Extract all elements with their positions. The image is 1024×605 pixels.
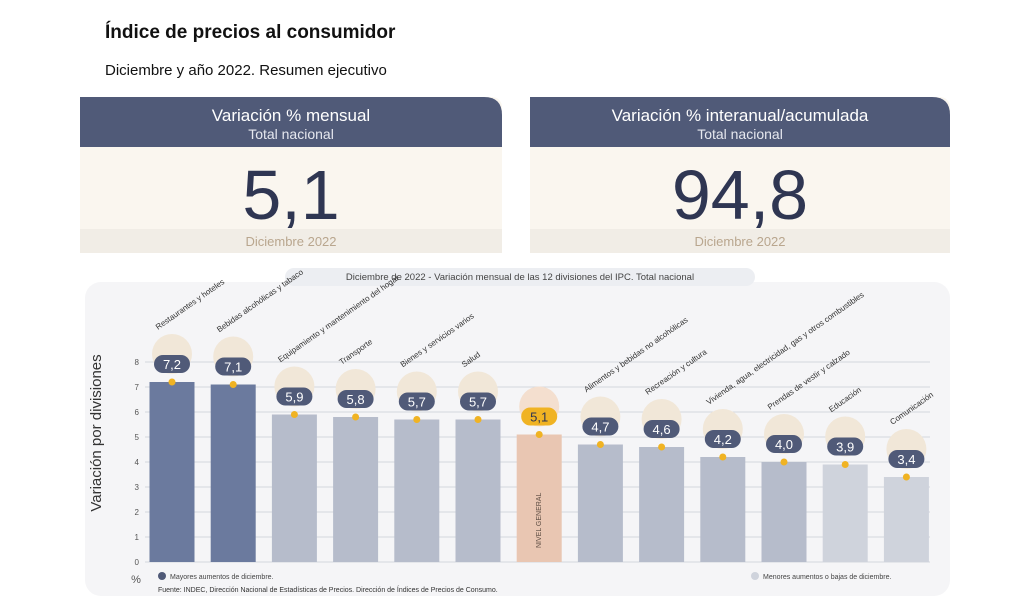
value-label: 7,2 xyxy=(163,357,181,372)
bar-top-dot xyxy=(841,461,849,468)
value-label: 4,7 xyxy=(591,420,609,435)
value-pill xyxy=(460,392,496,411)
y-tick-label: 0 xyxy=(135,558,140,567)
value-pill xyxy=(643,420,680,438)
value-pill xyxy=(398,392,435,411)
card-footer xyxy=(530,229,950,253)
value-label: 5,7 xyxy=(408,395,426,410)
card-header xyxy=(80,97,502,147)
source: Fuente: INDEC, Dirección Nacional de Est… xyxy=(158,585,498,594)
bar-top-dot xyxy=(902,473,910,481)
bar xyxy=(883,477,929,562)
value-pill xyxy=(766,435,802,453)
bar-top-dot xyxy=(535,431,543,438)
legend-label: Mayores aumentos de diciembre. xyxy=(170,574,274,581)
bar xyxy=(577,444,623,562)
bar xyxy=(271,414,317,562)
bar-top-dot xyxy=(780,458,788,466)
card-title: Variación % mensual xyxy=(212,106,370,125)
bar xyxy=(639,447,685,562)
card-title: Variación % interanual/acumulada xyxy=(612,106,869,125)
card-subtitle: Total nacional xyxy=(697,126,783,142)
y-tick-label: 6 xyxy=(135,408,140,417)
card-value: 5,1 xyxy=(242,156,339,234)
value-label: 3,9 xyxy=(836,440,854,455)
value-label: 5,9 xyxy=(285,390,303,405)
y-tick-label: 3 xyxy=(135,483,140,492)
bar xyxy=(333,417,379,562)
bar-top-dot xyxy=(719,453,727,461)
y-axis-label: Variación por divisiones xyxy=(88,354,105,511)
value-pill xyxy=(276,387,313,406)
bar xyxy=(516,434,562,562)
value-pill xyxy=(704,430,741,448)
value-pill xyxy=(337,390,374,408)
card-footer xyxy=(80,229,502,253)
bar xyxy=(700,457,746,562)
bar xyxy=(210,384,256,562)
legend-label: Menores aumentos o bajas de diciembre. xyxy=(763,574,891,581)
chart-title-pill xyxy=(285,268,755,286)
bar xyxy=(394,419,440,562)
y-tick-label: 7 xyxy=(135,383,140,392)
bar xyxy=(761,462,807,562)
value-pill xyxy=(888,450,925,468)
legend-swatch xyxy=(158,572,166,580)
y-unit: % xyxy=(131,574,141,586)
value-label: 7,1 xyxy=(224,360,242,375)
card-period: Diciembre 2022 xyxy=(694,234,785,249)
bar-top-dot xyxy=(352,413,360,421)
y-tick-label: 5 xyxy=(135,433,140,442)
y-tick-label: 2 xyxy=(135,508,140,517)
y-tick-label: 1 xyxy=(135,533,140,542)
value-label: 4,2 xyxy=(714,432,732,447)
value-label: 4,6 xyxy=(653,422,671,437)
y-tick-label: 4 xyxy=(135,458,140,467)
card-subtitle: Total nacional xyxy=(248,126,334,142)
card-period: Diciembre 2022 xyxy=(245,234,336,249)
title: Índice de precios al consumidor xyxy=(105,21,396,43)
bar-inner-label: NIVEL GENERAL xyxy=(536,493,543,548)
value-label: 5,7 xyxy=(469,395,487,410)
value-pill xyxy=(582,417,619,436)
value-pill xyxy=(154,355,190,373)
value-label: 5,8 xyxy=(347,392,365,407)
bar-top-dot xyxy=(168,378,176,386)
bar-top-dot xyxy=(596,441,604,448)
y-tick-label: 8 xyxy=(135,358,140,367)
bar-top-dot xyxy=(229,381,237,388)
bar-top-dot xyxy=(474,416,482,423)
subtitle: Diciembre y año 2022. Resumen ejecutivo xyxy=(105,62,387,79)
chart-title: Diciembre de 2022 - Variación mensual de… xyxy=(346,272,694,283)
bar-top-dot xyxy=(658,443,666,451)
card-value: 94,8 xyxy=(672,156,808,234)
value-pill xyxy=(521,407,558,426)
value-label: 3,4 xyxy=(897,452,915,467)
bar xyxy=(822,464,868,562)
value-label: 4,0 xyxy=(775,437,793,452)
value-pill xyxy=(827,437,864,456)
bar xyxy=(149,382,195,562)
value-label: 5,1 xyxy=(530,410,548,425)
value-pill xyxy=(215,357,252,376)
legend-swatch xyxy=(751,572,759,580)
bar xyxy=(455,419,501,562)
card-header xyxy=(530,97,950,147)
bar-top-dot xyxy=(290,411,298,418)
bar-top-dot xyxy=(413,416,421,423)
